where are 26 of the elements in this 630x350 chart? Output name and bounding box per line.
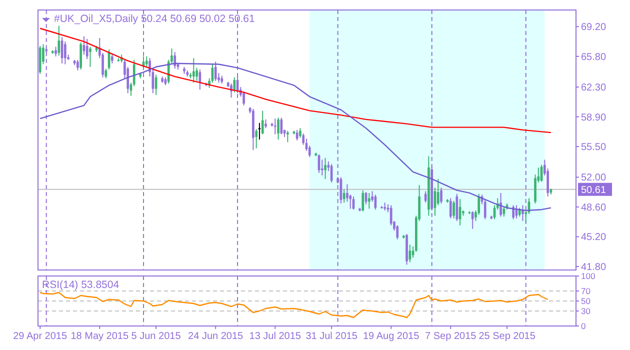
y-tick-label: 58.90 [581,112,606,124]
x-tick-label: 18 May 2015 [70,331,129,342]
y-tick-label: 65.80 [581,52,606,63]
x-tick-label: 7 Sep 2015 [425,331,477,342]
y-tick-label: 100 [581,270,596,281]
y-tick-label: 41.80 [581,262,606,273]
y-tick-label: 0 [581,320,586,331]
x-tick-label: 24 Jun 2015 [188,331,244,342]
y-tick-label: 70 [581,286,591,296]
y-tick-label: 52.00 [581,172,606,184]
y-tick-label: 45.20 [581,232,606,244]
x-tick-label: 29 Apr 2015 [13,331,68,342]
x-tick-label: 25 Sep 2015 [478,331,536,342]
x-tick-label: 31 Jul 2015 [306,331,358,342]
y-tick-label: 30 [581,306,591,316]
chart-title: #UK_Oil_X5,Daily 50.24 50.69 50.02 50.61 [54,13,255,25]
x-tick-label: 13 Jul 2015 [249,331,302,342]
x-tick-label: 19 Aug 2015 [363,331,420,342]
x-tick-label: 5 Jun 2015 [131,331,182,342]
y-tick-label: 48.60 [581,202,606,214]
y-tick-label: 55.50 [581,142,606,154]
y-tick-label: 69.20 [581,22,606,34]
y-tick-label: 62.30 [581,82,606,94]
chart-title: RSI(14) 53.8504 [42,279,120,291]
y-tick-label: 50 [581,296,591,306]
ref-line-label: 50.61 [581,184,606,196]
